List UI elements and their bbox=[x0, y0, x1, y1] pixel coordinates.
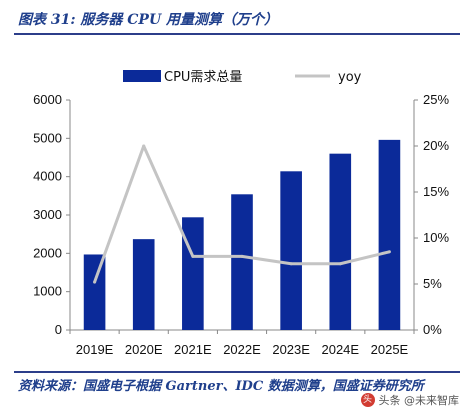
y-right-tick-labels: 0% 5% 10% 15% 20% 25% bbox=[423, 92, 449, 337]
y-right-tick-label: 20% bbox=[423, 138, 449, 153]
y-left-tick-label: 1000 bbox=[33, 284, 62, 299]
y-right-tick-label: 15% bbox=[423, 184, 449, 199]
legend-swatch-bar bbox=[123, 70, 161, 82]
bar-series bbox=[83, 139, 401, 330]
y-left-tick-label: 3000 bbox=[33, 207, 62, 222]
y-left-tick-label: 5000 bbox=[33, 130, 62, 145]
point-yoy bbox=[387, 250, 391, 254]
point-yoy bbox=[191, 254, 195, 258]
x-tick-label: 2021E bbox=[174, 342, 212, 357]
legend: CPU需求总量 yoy bbox=[123, 70, 362, 85]
legend-label-line: yoy bbox=[338, 70, 362, 85]
x-tick-label: 2025E bbox=[371, 342, 409, 357]
point-yoy bbox=[289, 262, 293, 266]
point-yoy bbox=[338, 262, 342, 266]
bar-cpu-demand bbox=[378, 139, 401, 330]
y-left-tick-label: 6000 bbox=[33, 92, 62, 107]
y-right-tick-label: 5% bbox=[423, 276, 442, 291]
x-tick-label: 2020E bbox=[125, 342, 163, 357]
y-left-tick-label: 0 bbox=[55, 322, 62, 337]
bar-cpu-demand bbox=[329, 153, 352, 330]
line-series bbox=[93, 144, 391, 284]
toutiao-logo-icon: 头 bbox=[360, 393, 375, 407]
point-yoy bbox=[142, 144, 146, 148]
bar-cpu-demand bbox=[280, 171, 302, 330]
y-right-tick-label: 10% bbox=[423, 230, 449, 245]
x-tick-labels: 2019E 2020E 2021E 2022E 2023E 2024E 2025E bbox=[76, 342, 409, 357]
point-yoy bbox=[93, 280, 97, 284]
x-tick-label: 2024E bbox=[321, 342, 359, 357]
x-tick-label: 2022E bbox=[223, 342, 261, 357]
figure-title: 图表 31: 服务器 CPU 用量测算（万个） bbox=[18, 12, 279, 28]
watermark: 头 头条 @未来智库 bbox=[357, 391, 462, 409]
bar-cpu-demand bbox=[182, 217, 204, 330]
bar-cpu-demand bbox=[231, 194, 253, 330]
y-left-tick-label: 4000 bbox=[33, 169, 62, 184]
y-left-tick-labels: 0 1000 2000 3000 4000 5000 6000 bbox=[33, 92, 62, 337]
y-right-tick-label: 25% bbox=[423, 92, 449, 107]
source-note: 资料来源：国盛电子根据 Gartner、IDC 数据测算，国盛证券研究所 bbox=[18, 379, 424, 394]
bar-cpu-demand bbox=[132, 239, 155, 330]
y-right-tick-label: 0% bbox=[423, 322, 442, 337]
chart: 2019E 2020E 2021E 2022E 2023E 2024E 2025E 0 100… bbox=[33, 70, 449, 357]
x-tick-label: 2023E bbox=[272, 342, 310, 357]
source-rule bbox=[14, 371, 460, 373]
bar-cpu-demand bbox=[83, 254, 106, 330]
x-tick-label: 2019E bbox=[76, 342, 114, 357]
title-rule bbox=[14, 33, 460, 35]
point-yoy bbox=[240, 254, 244, 258]
watermark-text: 头条 @未来智库 bbox=[378, 394, 460, 407]
y-left-tick-label: 2000 bbox=[33, 245, 62, 260]
legend-label-bar: CPU需求总量 bbox=[164, 70, 242, 85]
